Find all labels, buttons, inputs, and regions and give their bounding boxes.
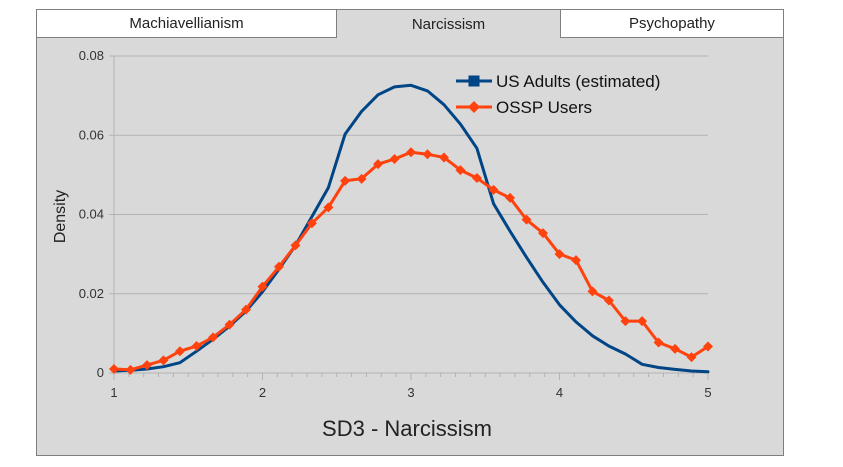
data-point: [191, 341, 202, 352]
y-tick-label: 0.08: [79, 48, 104, 63]
x-tick-label: 2: [259, 385, 266, 400]
data-point: [141, 360, 152, 371]
tab-bar: Machiavellianism Narcissism Psychopathy: [36, 9, 784, 38]
x-tick-label: 1: [110, 385, 117, 400]
x-tick-label: 5: [704, 385, 711, 400]
x-tick-label: 3: [407, 385, 414, 400]
data-point: [224, 319, 235, 330]
data-point: [241, 304, 252, 315]
data-point: [356, 173, 367, 184]
y-axis-title: Density: [52, 190, 69, 243]
data-point: [587, 286, 598, 297]
legend-label: US Adults (estimated): [496, 72, 660, 91]
legend-label: OSSP Users: [496, 98, 592, 117]
tab-psychopathy[interactable]: Psychopathy: [560, 9, 784, 38]
legend-marker-diamond: [468, 101, 480, 113]
data-point: [653, 337, 664, 348]
data-point: [208, 332, 219, 343]
data-point: [488, 184, 499, 195]
data-point: [422, 149, 433, 160]
data-point: [125, 364, 136, 375]
data-point: [109, 364, 119, 375]
data-point: [471, 173, 482, 184]
axes: 0 0.02 0.04 0.06 0.08 1 2 3 4 5: [79, 48, 712, 400]
y-tick-label: 0.02: [79, 286, 104, 301]
data-point: [637, 316, 648, 327]
y-tick-label: 0.06: [79, 127, 104, 142]
y-tick-label: 0.04: [79, 207, 104, 222]
data-point: [340, 175, 351, 186]
data-point: [323, 202, 334, 213]
data-point: [538, 228, 549, 239]
x-tick-label: 4: [556, 385, 563, 400]
data-point: [570, 255, 581, 266]
data-point: [521, 214, 532, 225]
data-point: [505, 192, 516, 203]
legend-marker-square: [468, 75, 480, 87]
data-point: [455, 165, 466, 176]
data-point: [257, 281, 268, 292]
data-point: [306, 218, 317, 229]
data-point: [290, 240, 301, 251]
data-point: [158, 355, 169, 366]
data-point: [686, 352, 697, 363]
series-line-2: [112, 150, 710, 372]
y-tick-label: 0: [97, 365, 104, 380]
x-axis-title: SD3 - Narcissism: [322, 416, 492, 441]
grid-lines: [114, 55, 708, 374]
data-point: [389, 154, 400, 165]
chart-panel: [36, 9, 784, 456]
data-point: [373, 159, 384, 170]
data-point: [406, 147, 416, 158]
legend: US Adults (estimated) OSSP Users: [456, 72, 660, 117]
data-point: [273, 261, 284, 272]
data-point: [620, 316, 631, 327]
data-point: [670, 343, 681, 354]
data-point: [603, 295, 614, 306]
tab-machiavellianism[interactable]: Machiavellianism: [36, 9, 337, 38]
data-point: [438, 152, 449, 163]
series-line-1: [112, 83, 710, 374]
data-point: [703, 341, 713, 352]
series-layer: [109, 83, 713, 375]
data-point: [554, 249, 565, 260]
data-point: [174, 346, 185, 357]
